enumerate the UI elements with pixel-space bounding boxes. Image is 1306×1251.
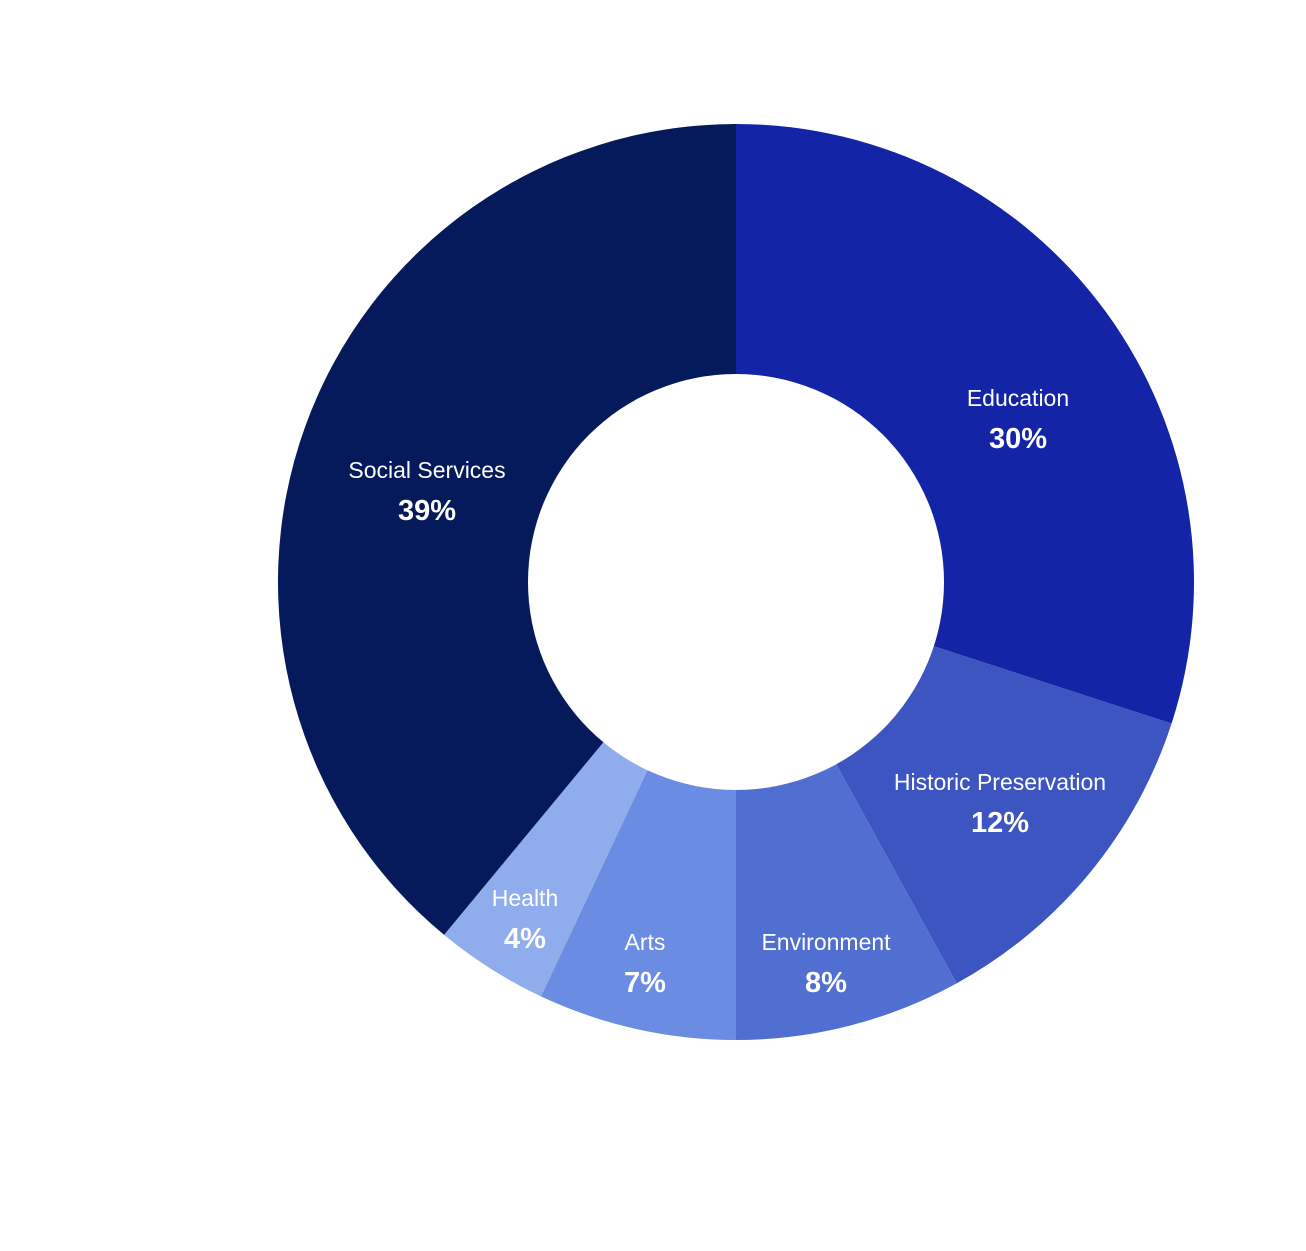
slice-value-label: 4%	[504, 923, 546, 955]
slice-name-label: Social Services	[348, 457, 505, 483]
slice-name-label: Education	[967, 385, 1069, 411]
slice-value-label: 12%	[971, 807, 1029, 839]
slice-label-arts: Arts 7%	[624, 929, 666, 999]
labels-layer: Education 30% Historic Preservation 12% Envi…	[348, 385, 1106, 999]
slice-name-label: Environment	[761, 929, 891, 955]
slice-name-label: Health	[492, 885, 558, 911]
slice-label-health: Health 4%	[492, 885, 558, 955]
slice-social-services	[277, 124, 736, 935]
slice-value-label: 39%	[398, 495, 456, 527]
donut-hole	[528, 374, 944, 790]
slice-label-social-services: Social Services 39%	[348, 457, 505, 527]
slice-value-label: 7%	[624, 967, 666, 999]
slice-name-label: Historic Preservation	[894, 769, 1106, 795]
slice-label-education: Education 30%	[967, 385, 1069, 455]
slice-label-historic-preservation: Historic Preservation 12%	[894, 769, 1106, 839]
slice-name-label: Arts	[625, 929, 666, 955]
slice-label-environment: Environment 8%	[761, 929, 891, 999]
slice-value-label: 8%	[805, 967, 847, 999]
slice-value-label: 30%	[989, 423, 1047, 455]
